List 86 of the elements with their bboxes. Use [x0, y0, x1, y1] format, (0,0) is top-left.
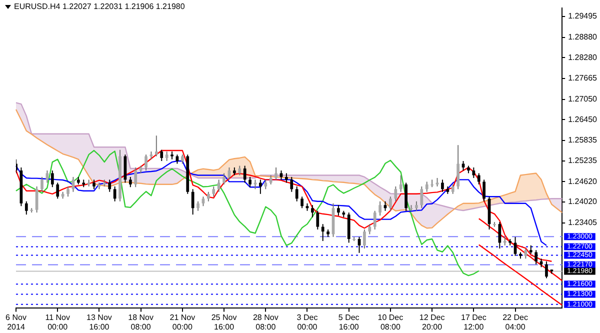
x-tick-label: 13 Nov 16:00	[86, 312, 112, 332]
candlestick	[472, 166, 476, 178]
y-tick-label: 1.28880	[568, 32, 598, 42]
candlestick	[363, 228, 366, 249]
candlestick	[524, 248, 528, 260]
candlestick	[337, 204, 340, 216]
candlestick	[144, 154, 148, 172]
candlestick	[238, 165, 242, 176]
candlestick	[477, 172, 480, 185]
candlestick	[404, 182, 408, 212]
candlestick	[441, 179, 444, 192]
candlestick	[207, 191, 210, 202]
candlestick	[462, 160, 465, 172]
candlestick	[280, 170, 283, 180]
candlestick	[56, 182, 60, 200]
candlestick	[545, 260, 548, 279]
x-tick-label: 25 Nov 16:00	[211, 312, 237, 332]
candlestick	[134, 166, 138, 188]
candlestick	[212, 186, 216, 198]
y-tick-label: 1.25235	[568, 156, 598, 166]
x-tick-label: 22 Dec 04:00	[502, 312, 528, 332]
candlestick	[154, 135, 158, 157]
candlestick	[191, 188, 194, 216]
candlestick	[514, 236, 517, 256]
x-tick-label: 11 Nov 00:00	[45, 312, 70, 332]
x-tick-label: 17 Dec 12:00	[460, 312, 486, 332]
candlestick	[259, 179, 262, 194]
y-tick-label: 1.25835	[568, 136, 598, 145]
candlestick	[202, 196, 205, 207]
y-tick-label: 1.27665	[568, 74, 598, 83]
candlestick	[399, 174, 402, 192]
x-tick-label: 18 Nov 08:00	[128, 312, 154, 332]
candlestick	[108, 179, 112, 192]
candlestick	[300, 196, 304, 209]
y-tick-label: 1.28280	[568, 52, 598, 62]
candlestick	[222, 172, 226, 185]
candlestick	[482, 179, 486, 202]
x-tick-label: 21 Nov 00:00	[170, 312, 196, 332]
candlestick	[368, 224, 372, 235]
candlestick	[243, 165, 246, 184]
candlestick	[321, 224, 324, 242]
y-tick-label: 1.23405	[568, 218, 598, 228]
x-tick-label: 10 Dec 08:00	[378, 312, 404, 332]
y-tick-label: 1.26450	[568, 114, 598, 124]
candlestick	[415, 200, 418, 212]
candlestick	[217, 179, 220, 192]
candlestick	[425, 181, 428, 192]
candlestick	[264, 179, 268, 190]
y-tick-label: 1.24020	[568, 197, 598, 206]
candlestick	[180, 154, 184, 164]
candlestick	[316, 210, 320, 230]
x-tick-label: 5 Dec 16:00	[338, 312, 360, 332]
candlestick	[456, 144, 460, 190]
candlestick	[389, 196, 392, 212]
x-tick-label: 6 Nov 2014	[6, 312, 26, 332]
candlestick	[165, 151, 168, 162]
x-tick-label: 12 Dec 20:00	[419, 312, 445, 332]
candlestick	[274, 166, 278, 180]
candlestick	[420, 186, 424, 209]
candlestick	[311, 204, 314, 218]
y-tick-label: 1.29495	[568, 12, 598, 21]
candlestick	[534, 250, 538, 265]
x-tick-label: 3 Dec 00:00	[296, 312, 318, 332]
candlestick	[394, 186, 398, 202]
candlestick	[269, 174, 272, 185]
candlestick	[378, 200, 382, 216]
y-tick-label: 1.24620	[568, 176, 598, 186]
candlestick	[128, 176, 132, 188]
candlestick	[248, 176, 252, 188]
candlestick	[66, 186, 70, 198]
candlestick	[254, 179, 257, 190]
candlestick	[498, 222, 502, 249]
candlestick	[40, 176, 44, 192]
candlestick	[373, 210, 376, 230]
candlestick	[295, 186, 298, 202]
x-tick-label: 28 Nov 08:00	[252, 312, 278, 332]
candlestick	[285, 172, 288, 184]
candlestick	[160, 149, 164, 162]
chart-title: EURUSD.H4 1.22027 1.22031 1.21906 1.21980	[14, 2, 185, 11]
candlestick	[451, 184, 454, 194]
candlestick	[290, 176, 294, 192]
candlestick	[50, 170, 54, 188]
candlestick	[196, 200, 200, 212]
candlestick	[92, 179, 96, 190]
y-tick-label: 1.27050	[568, 94, 598, 104]
candlestick	[24, 200, 28, 216]
